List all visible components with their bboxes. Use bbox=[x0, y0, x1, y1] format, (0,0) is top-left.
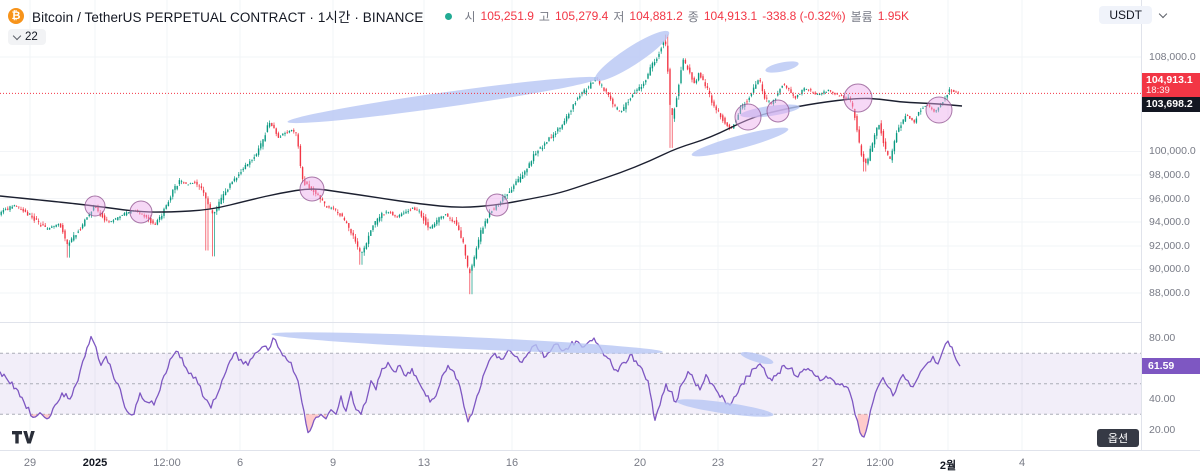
price-axis-label: 100,000.0 bbox=[1149, 145, 1196, 158]
circle-drawing[interactable] bbox=[734, 103, 762, 131]
symbol-title[interactable]: Bitcoin / TetherUS PERPETUAL CONTRACT · … bbox=[32, 10, 424, 25]
indicators-count: 22 bbox=[25, 31, 38, 43]
price-axis-label: 94,000.0 bbox=[1149, 216, 1190, 229]
rsi-value-badge: 61.59 bbox=[1142, 358, 1200, 374]
tradingview-logo[interactable] bbox=[12, 430, 36, 445]
price-axis-label: 108,000.0 bbox=[1149, 51, 1196, 63]
time-axis-tick: 6 bbox=[236, 457, 244, 469]
price-axis-label: 90,000.0 bbox=[1149, 263, 1190, 276]
market-status-dot bbox=[445, 12, 453, 20]
circle-drawing[interactable] bbox=[84, 195, 106, 217]
ma-line bbox=[0, 97, 963, 213]
close-label: 종 bbox=[687, 9, 699, 24]
ellipse-drawing[interactable] bbox=[590, 24, 674, 87]
price-axis[interactable]: 104,913.1 18:39 103,698.2 61.59 108,000.… bbox=[1141, 0, 1200, 450]
rsi-oversold-fill bbox=[306, 414, 319, 433]
rsi-line bbox=[0, 335, 961, 438]
rsi-axis-label: 20.00 bbox=[1149, 423, 1176, 436]
circle-drawing[interactable] bbox=[485, 193, 509, 217]
time-axis-tick: 12:00 bbox=[866, 457, 894, 469]
last-price-badge: 104,913.1 18:39 bbox=[1142, 73, 1200, 97]
ellipse-drawing[interactable] bbox=[764, 59, 799, 75]
circle-drawing[interactable] bbox=[843, 83, 873, 113]
candlestick-series bbox=[0, 34, 959, 295]
indicators-collapse-badge[interactable]: 22 bbox=[8, 29, 46, 45]
circle-drawing[interactable] bbox=[925, 96, 953, 124]
close-value: 104,913.1 bbox=[703, 9, 758, 23]
drawing-annotations[interactable] bbox=[84, 24, 953, 421]
rsi-band bbox=[0, 352, 1141, 415]
time-axis-tick: 29 bbox=[23, 457, 37, 469]
chevron-down-icon bbox=[12, 31, 22, 41]
high-label: 고 bbox=[538, 9, 550, 24]
bar-countdown: 18:39 bbox=[1146, 85, 1170, 96]
time-axis-tick: 2월 bbox=[939, 460, 957, 472]
time-axis-tick: 12:00 bbox=[153, 457, 181, 469]
ellipse-drawing[interactable] bbox=[690, 123, 790, 161]
volume-label: 볼륨 bbox=[850, 9, 873, 24]
high-value: 105,279.4 bbox=[554, 9, 609, 23]
time-axis-tick: 2025 bbox=[82, 457, 108, 469]
time-axis-tick: 13 bbox=[417, 457, 431, 469]
price-axis-label: 92,000.0 bbox=[1149, 239, 1190, 252]
ellipse-drawing[interactable] bbox=[676, 396, 775, 421]
secondary-price-badge: 103,698.2 bbox=[1142, 97, 1200, 112]
open-value: 105,251.9 bbox=[480, 9, 534, 23]
currency-label: USDT bbox=[1099, 6, 1152, 24]
bitcoin-icon: ₿ bbox=[8, 8, 24, 24]
rsi-axis-label: 40.00 bbox=[1149, 393, 1176, 405]
rsi-axis-label: 80.00 bbox=[1149, 332, 1176, 344]
time-axis-tick: 4 bbox=[1018, 457, 1026, 469]
chevron-down-icon bbox=[1158, 9, 1168, 19]
gridlines bbox=[0, 0, 1141, 450]
open-label: 시 bbox=[464, 9, 476, 24]
time-axis-tick: 20 bbox=[633, 457, 647, 469]
time-axis-tick: 27 bbox=[811, 457, 825, 469]
low-label: 저 bbox=[613, 9, 625, 24]
time-axis-tick: 23 bbox=[711, 457, 725, 469]
price-axis-label: 96,000.0 bbox=[1149, 192, 1190, 205]
last-price-value: 104,913.1 bbox=[1146, 74, 1193, 86]
time-axis[interactable]: 29 2025 12:00 6 9 13 16 20 23 27 12:00 2월 4 bbox=[0, 450, 1200, 476]
ellipse-drawing[interactable] bbox=[286, 71, 599, 130]
currency-selector[interactable]: USDT bbox=[1099, 6, 1168, 24]
ellipse-drawing[interactable] bbox=[740, 349, 775, 366]
circle-drawing[interactable] bbox=[129, 200, 153, 224]
time-axis-tick: 9 bbox=[329, 457, 337, 469]
time-axis-tick: 16 bbox=[505, 457, 519, 469]
low-value: 104,881.2 bbox=[629, 9, 683, 23]
chart-canvas[interactable] bbox=[0, 0, 1141, 450]
ohlc-row: 시 105,251.9 고 105,279.4 저 104,881.2 종 10… bbox=[464, 8, 909, 25]
volume-value: 1.95K bbox=[877, 9, 910, 23]
circle-drawing[interactable] bbox=[766, 99, 790, 123]
price-axis-label: 98,000.0 bbox=[1149, 169, 1190, 181]
circle-drawing[interactable] bbox=[299, 176, 325, 202]
ellipse-drawing[interactable] bbox=[740, 102, 801, 120]
price-axis-label: 88,000.0 bbox=[1149, 287, 1190, 299]
ellipse-drawing[interactable] bbox=[271, 328, 663, 358]
change-value: -338.8 (-0.32%) bbox=[762, 9, 846, 23]
options-tooltip: 옵션 bbox=[1097, 429, 1139, 447]
symbol-header: ₿ Bitcoin / TetherUS PERPETUAL CONTRACT … bbox=[8, 6, 909, 26]
